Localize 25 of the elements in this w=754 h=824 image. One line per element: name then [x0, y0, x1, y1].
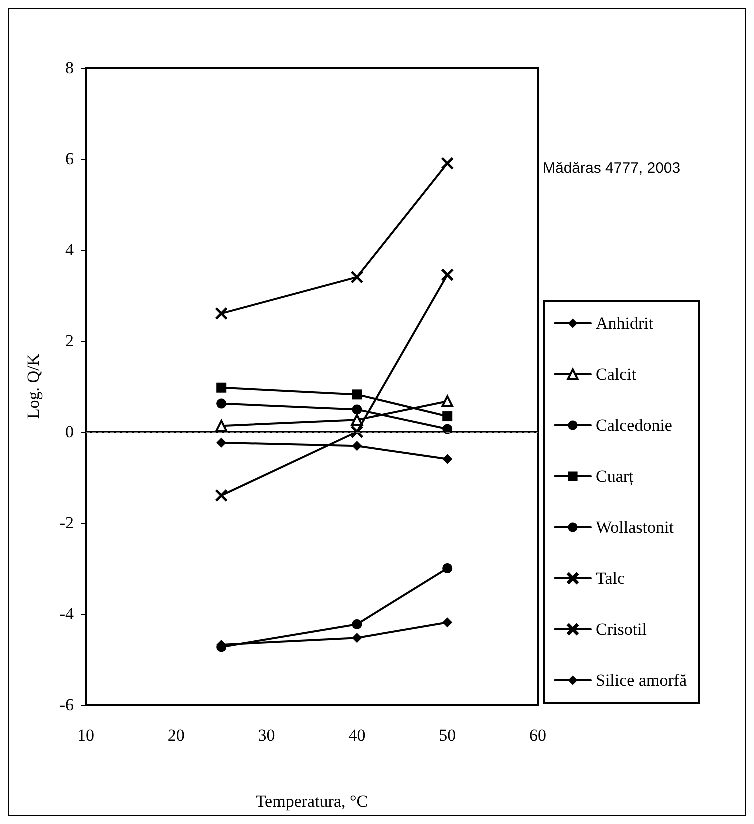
- y-tick-label: 6: [66, 150, 74, 168]
- legend-label: Cuarț: [596, 467, 634, 486]
- y-tick-label: 0: [66, 422, 74, 442]
- y-axis-title: Log. Q/K: [24, 353, 43, 420]
- x-tick-label: 60: [530, 726, 546, 745]
- legend-label: Silice amorfă: [596, 671, 688, 690]
- y-tick-label: 2: [66, 332, 74, 350]
- x-axis-title: Temperatura, °C: [256, 792, 368, 811]
- x-tick-label: 40: [348, 726, 366, 745]
- legend-label: Calcedonie: [596, 416, 672, 435]
- legend-label: Wollastonit: [596, 518, 674, 537]
- y-tick-label: 4: [66, 240, 74, 260]
- x-tick-label: 50: [439, 726, 456, 745]
- x-tick-label: 30: [258, 726, 276, 745]
- y-tick-label: 8: [66, 58, 74, 78]
- x-tick-label: 10: [78, 726, 94, 745]
- legend-label: Anhidrit: [596, 314, 654, 333]
- y-tick-label: -6: [60, 696, 74, 714]
- y-tick-label: -4: [60, 604, 74, 624]
- y-tick-label: -2: [60, 514, 74, 532]
- legend-label: Crisotil: [596, 620, 648, 639]
- legend-label: Talc: [596, 569, 626, 588]
- legend-label: Calcit: [596, 365, 637, 384]
- text: Mădăras 4777, 2003: [543, 160, 681, 177]
- x-tick-label: 20: [168, 726, 185, 745]
